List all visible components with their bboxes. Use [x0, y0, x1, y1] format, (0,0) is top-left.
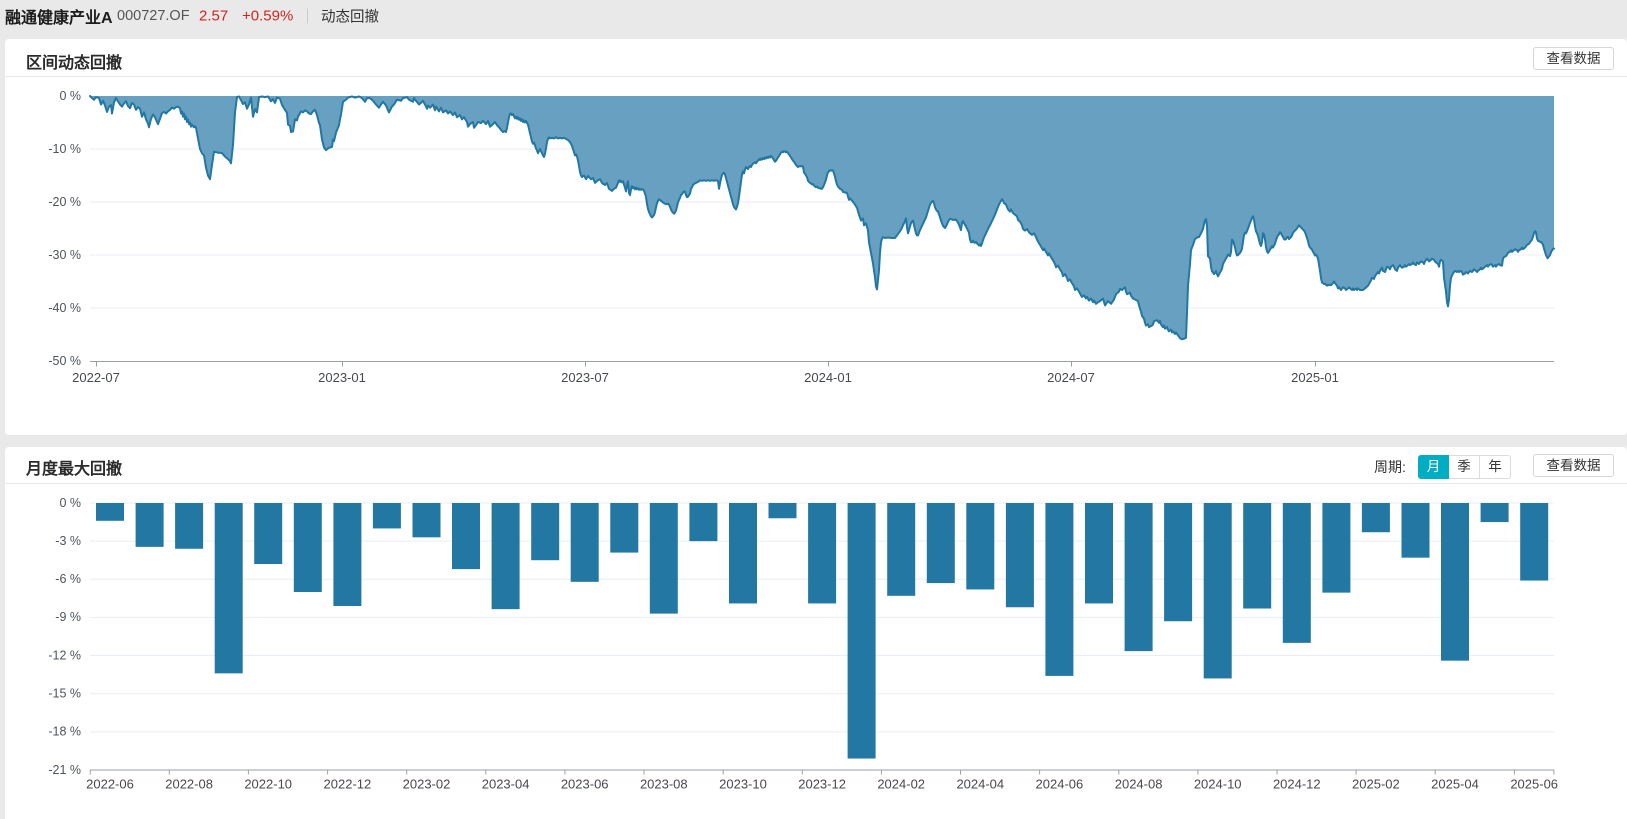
svg-text:-30 %: -30 %: [48, 248, 81, 262]
svg-text:2023-10: 2023-10: [719, 777, 767, 792]
svg-text:2022-12: 2022-12: [324, 777, 372, 792]
svg-text:2024-02: 2024-02: [877, 777, 925, 792]
svg-text:2025-06: 2025-06: [1510, 777, 1558, 792]
svg-text:-15 %: -15 %: [48, 686, 81, 700]
svg-text:2024-04: 2024-04: [956, 777, 1004, 792]
svg-text:-10 %: -10 %: [48, 142, 81, 156]
svg-text:2023-12: 2023-12: [798, 777, 846, 792]
svg-text:2023-07: 2023-07: [561, 370, 609, 385]
svg-text:0 %: 0 %: [59, 89, 81, 103]
svg-text:-21 %: -21 %: [48, 763, 81, 777]
svg-text:2024-07: 2024-07: [1047, 370, 1095, 385]
svg-text:2025-02: 2025-02: [1352, 777, 1400, 792]
svg-text:2022-08: 2022-08: [165, 777, 213, 792]
svg-text:2025-01: 2025-01: [1291, 370, 1339, 385]
svg-text:-12 %: -12 %: [48, 648, 81, 662]
svg-text:-40 %: -40 %: [48, 301, 81, 315]
svg-text:2024-06: 2024-06: [1036, 777, 1084, 792]
svg-text:2025-04: 2025-04: [1431, 777, 1479, 792]
svg-text:2023-06: 2023-06: [561, 777, 609, 792]
svg-text:2023-08: 2023-08: [640, 777, 688, 792]
svg-text:-6 %: -6 %: [55, 572, 81, 586]
svg-text:2023-04: 2023-04: [482, 777, 530, 792]
svg-text:2023-02: 2023-02: [403, 777, 451, 792]
svg-text:2022-07: 2022-07: [72, 370, 120, 385]
svg-text:2022-06: 2022-06: [86, 777, 134, 792]
svg-text:2024-08: 2024-08: [1115, 777, 1163, 792]
svg-text:-20 %: -20 %: [48, 195, 81, 209]
svg-text:-50 %: -50 %: [48, 354, 81, 368]
svg-text:2024-10: 2024-10: [1194, 777, 1242, 792]
svg-text:-3 %: -3 %: [55, 534, 81, 548]
svg-text:0 %: 0 %: [59, 496, 81, 510]
svg-text:-9 %: -9 %: [55, 610, 81, 624]
svg-text:2024-01: 2024-01: [804, 370, 852, 385]
svg-text:2022-10: 2022-10: [244, 777, 292, 792]
svg-text:2024-12: 2024-12: [1273, 777, 1321, 792]
svg-text:2023-01: 2023-01: [318, 370, 366, 385]
svg-text:-18 %: -18 %: [48, 725, 81, 739]
